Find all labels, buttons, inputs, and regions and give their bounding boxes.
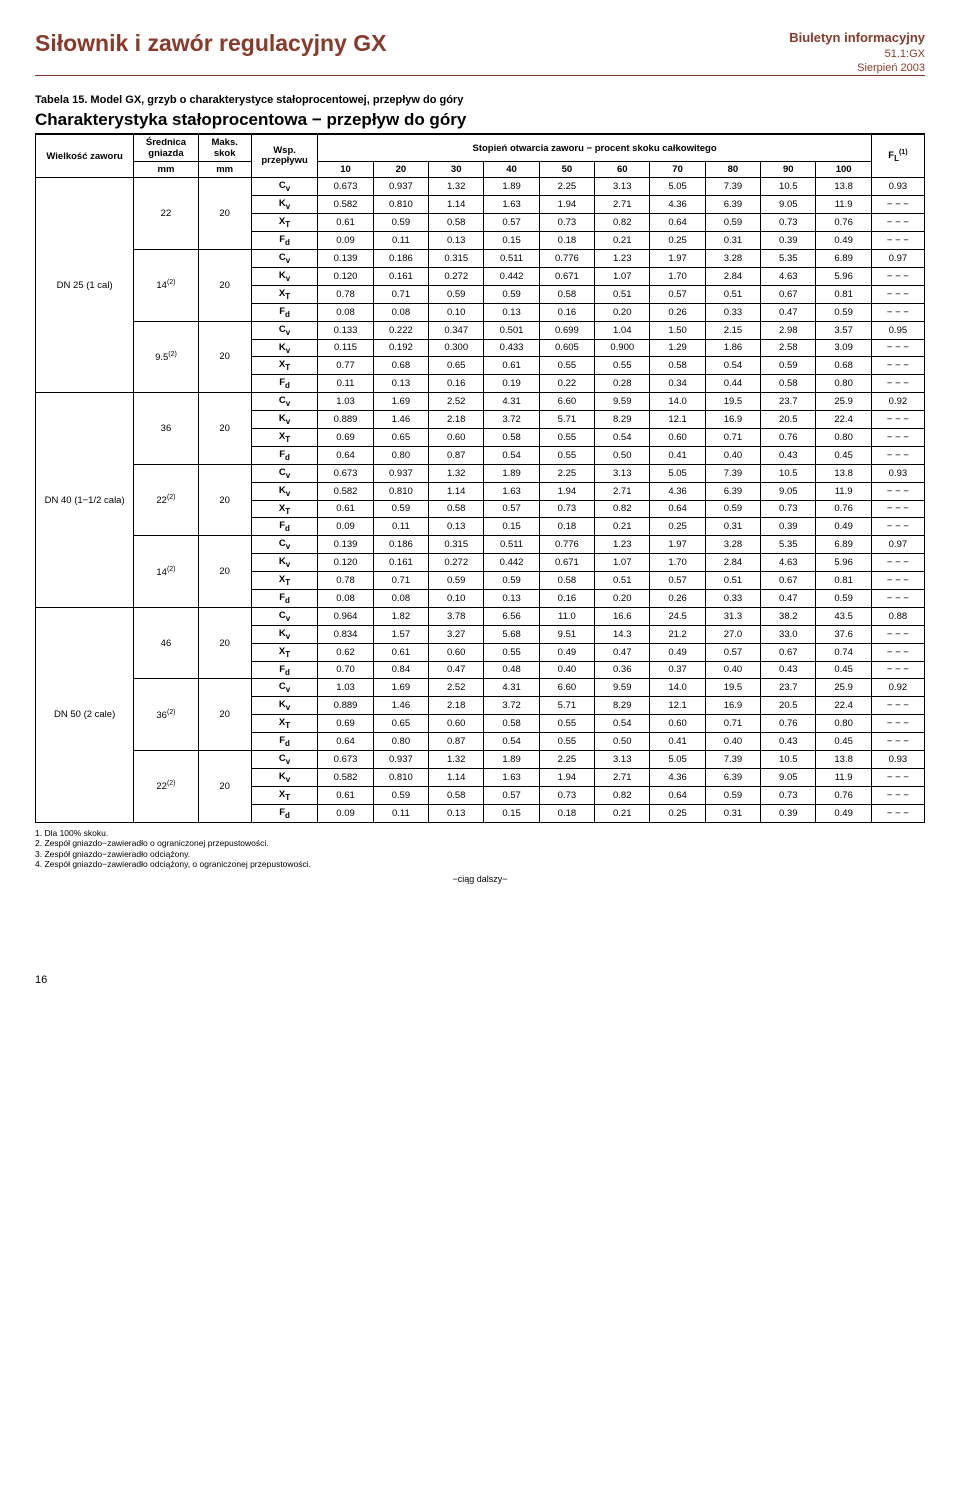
- footnotes: 1. Dla 100% skoku.2. Zespół gniazdo−zawi…: [35, 828, 925, 871]
- bulletin-no: 51.1:GX: [789, 47, 925, 61]
- page-number: 16: [35, 974, 925, 986]
- bulletin-date: Sierpień 2003: [789, 61, 925, 75]
- doc-meta: Biuletyn informacyjny 51.1:GX Sierpień 2…: [789, 30, 925, 75]
- bulletin-label: Biuletyn informacyjny: [789, 30, 925, 47]
- data-table: Wielkość zaworuŚrednica gniazdaMaks. sko…: [35, 134, 925, 822]
- table-number: Tabela 15. Model GX, grzyb o charakterys…: [35, 94, 925, 106]
- doc-title: Siłownik i zawór regulacyjny GX: [35, 30, 387, 59]
- section-title: Charakterystyka stałoprocentowa − przepł…: [35, 110, 925, 134]
- page-header: Siłownik i zawór regulacyjny GX Biuletyn…: [35, 30, 925, 76]
- continued-label: −ciąg dalszy−: [35, 874, 925, 884]
